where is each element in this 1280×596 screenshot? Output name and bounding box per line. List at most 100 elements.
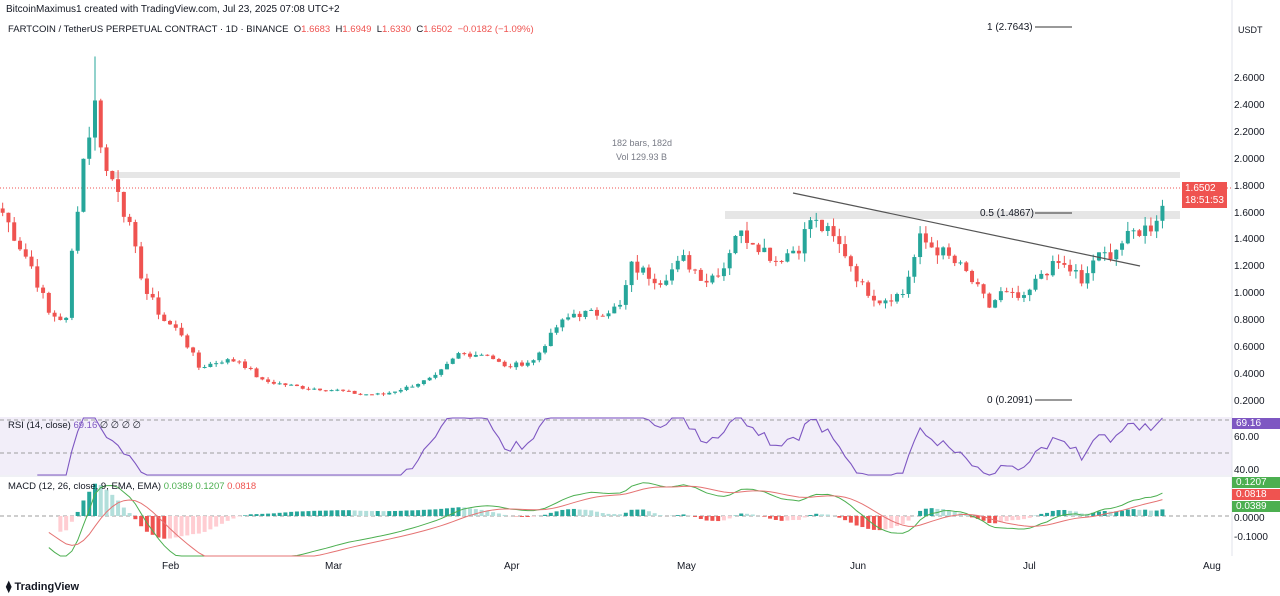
macd-histogram-bar xyxy=(952,511,957,516)
fib-level-1[interactable]: 1 (2.7643) xyxy=(987,22,1033,33)
macd-histogram-bar xyxy=(981,516,986,521)
time-tick: Jul xyxy=(1023,561,1036,572)
candle-body xyxy=(283,383,288,386)
macd-title[interactable]: MACD (12, 26, close, 9, EMA, EMA) xyxy=(8,481,162,492)
macd-histogram-bar xyxy=(168,516,172,539)
candle-body xyxy=(168,320,172,325)
candle-body xyxy=(41,287,46,293)
macd-histogram-bar xyxy=(704,516,709,521)
macd-histogram-bar xyxy=(404,510,409,516)
rsi-title[interactable]: RSI (14, close) xyxy=(8,420,71,431)
candle-body xyxy=(81,158,86,212)
candle-body xyxy=(560,319,565,328)
macd-histogram-bar xyxy=(75,511,80,516)
tradingview-logo[interactable]: ⧫ TradingView xyxy=(6,580,79,593)
candle-body xyxy=(248,367,253,369)
macd-histogram-bar xyxy=(594,511,599,516)
rsi-legend: RSI (14, close) 69.16 ∅ ∅ ∅ ∅ xyxy=(8,420,141,431)
macd-histogram-bar xyxy=(364,510,369,516)
candle-body xyxy=(745,230,749,243)
candle-body xyxy=(548,332,553,347)
time-tick: Feb xyxy=(162,561,180,572)
candle-body xyxy=(785,253,790,262)
macd-histogram-bar xyxy=(1068,510,1073,516)
candle-body xyxy=(848,256,853,267)
macd-histogram-bar xyxy=(727,516,732,519)
macd-histogram-bar xyxy=(312,510,317,516)
macd-histogram-bar xyxy=(462,507,467,516)
macd-histogram-bar xyxy=(1091,512,1096,516)
candle-body xyxy=(162,314,167,321)
macd-histogram-bar xyxy=(779,516,784,521)
macd-histogram-bar xyxy=(860,516,865,528)
candle-body xyxy=(237,361,242,363)
candle-body xyxy=(895,294,900,302)
signal-line xyxy=(48,485,1163,557)
macd-histogram-bar xyxy=(104,489,109,516)
macd-histogram-bar xyxy=(427,509,432,516)
candle-body xyxy=(410,386,415,388)
candle-body xyxy=(439,369,444,375)
candle-body xyxy=(900,294,905,296)
macd-histogram-bar xyxy=(941,508,946,516)
macd-histogram-bar xyxy=(1004,516,1009,522)
candle-body xyxy=(698,269,703,281)
candle-body xyxy=(1068,264,1073,272)
candle-body xyxy=(635,261,640,273)
candle-body xyxy=(444,363,449,370)
macd-histogram-bar xyxy=(548,512,553,516)
close-value: 1.6502 xyxy=(423,24,453,35)
candle-body xyxy=(877,300,882,304)
candle-body xyxy=(993,300,998,308)
candle-body xyxy=(294,384,299,387)
candle-body xyxy=(1027,289,1032,296)
candle-body xyxy=(779,261,784,263)
macd-histogram-bar xyxy=(768,516,773,519)
macd-histogram-bar xyxy=(970,516,975,518)
macd-histogram-bar xyxy=(814,513,819,516)
candle-body xyxy=(329,390,334,392)
candle-body xyxy=(796,250,801,254)
macd-histogram-bar xyxy=(381,511,386,516)
macd-histogram-bar xyxy=(1108,511,1113,516)
candle-body xyxy=(393,391,398,393)
candle-body xyxy=(519,362,524,366)
candle-body xyxy=(646,267,651,279)
macd-histogram-bar xyxy=(987,516,992,524)
macd-histogram-bar xyxy=(121,507,126,516)
candle-body xyxy=(1114,249,1119,260)
candle-body xyxy=(144,278,149,294)
open-value: 1.6683 xyxy=(301,24,331,35)
rsi-tag: 69.16 xyxy=(1232,418,1280,429)
macd-histogram-bar xyxy=(202,516,207,532)
candle-body xyxy=(433,374,438,378)
candle-body xyxy=(381,393,386,395)
macd-histogram-bar xyxy=(843,516,848,521)
price-tick: 2.4000 xyxy=(1234,99,1265,111)
macd-histogram-bar xyxy=(877,516,882,531)
macd-histogram-bar xyxy=(231,516,236,519)
fib-level-0[interactable]: 0 (0.2091) xyxy=(987,395,1033,406)
macd-histogram-bar xyxy=(975,516,980,519)
macd-histogram-bar xyxy=(560,509,565,516)
candle-body xyxy=(35,266,40,288)
symbol-title[interactable]: FARTCOIN / TetherUS PERPETUAL CONTRACT ·… xyxy=(8,24,289,35)
candle-body xyxy=(664,280,669,285)
macd-histogram-bar xyxy=(127,513,132,516)
macd-histogram-bar xyxy=(479,509,484,516)
candle-body xyxy=(589,309,594,311)
macd-histogram-bar xyxy=(139,516,144,527)
macd-histogram-bar xyxy=(998,516,1003,523)
price-tick: 0.6000 xyxy=(1234,342,1265,353)
candle-body xyxy=(756,244,761,253)
macd-histogram-bar xyxy=(1125,509,1130,516)
candle-body xyxy=(923,233,928,243)
macd-histogram-bar xyxy=(1039,513,1044,516)
fib-level-05[interactable]: 0.5 (1.4867) xyxy=(980,208,1034,219)
macd-histogram-bar xyxy=(156,516,161,538)
macd-histogram-bar xyxy=(837,516,842,518)
macd-histogram-bar xyxy=(571,508,576,516)
macd-histogram-bar xyxy=(993,516,998,524)
candle-body xyxy=(1039,273,1044,279)
